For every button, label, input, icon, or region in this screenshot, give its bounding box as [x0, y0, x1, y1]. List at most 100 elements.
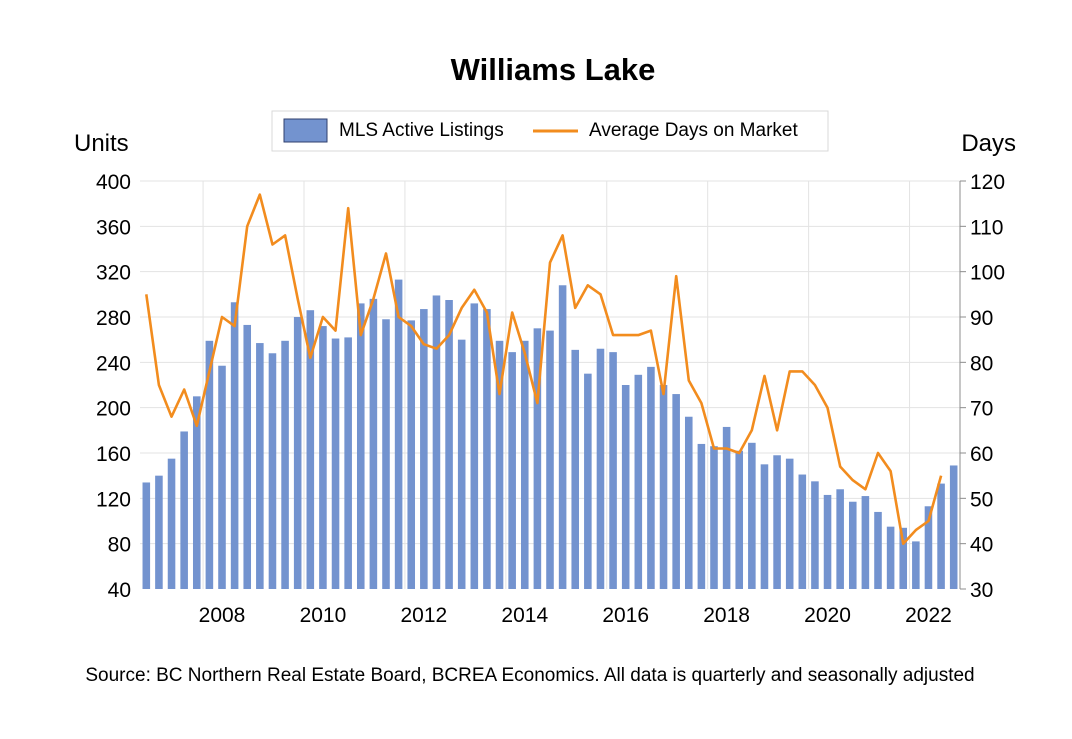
bar — [899, 527, 908, 589]
left-axis-title: Units — [74, 130, 129, 157]
bar — [672, 394, 680, 589]
bar — [571, 349, 580, 589]
bar — [394, 279, 403, 589]
right-axis-title: Days — [961, 130, 1016, 157]
bar — [760, 464, 769, 589]
left-tick-label: 80 — [108, 534, 131, 557]
bar — [243, 324, 252, 589]
bar — [836, 489, 844, 589]
bar — [268, 353, 277, 589]
right-tick-label: 90 — [970, 307, 993, 330]
right-tick-label: 100 — [970, 262, 1005, 285]
bar — [558, 285, 567, 589]
legend-bar-swatch — [283, 118, 328, 143]
bar — [382, 319, 390, 589]
bar — [546, 330, 554, 589]
left-tick-label: 160 — [96, 443, 131, 466]
bar — [773, 455, 781, 589]
bar — [344, 337, 352, 589]
x-tick-label: 2016 — [602, 604, 649, 627]
x-tick-label: 2018 — [703, 604, 750, 627]
bar — [735, 450, 744, 589]
bar — [659, 385, 668, 589]
right-tick-label: 40 — [970, 534, 993, 557]
bar — [293, 317, 302, 589]
bar — [356, 303, 365, 589]
line-series — [145, 193, 943, 546]
x-tick-label: 2012 — [400, 604, 447, 627]
bar — [319, 326, 327, 589]
bar — [848, 501, 857, 589]
right-tick-label: 70 — [970, 398, 993, 421]
bar — [155, 475, 163, 589]
bar — [874, 511, 882, 589]
x-tick-label: 2008 — [199, 604, 246, 627]
bar — [748, 442, 756, 589]
bar — [722, 426, 731, 589]
x-tick-label: 2020 — [804, 604, 851, 627]
legend-bar-label: MLS Active Listings — [339, 120, 504, 141]
chart-title: Williams Lake — [451, 52, 656, 87]
bar — [142, 482, 151, 589]
bar — [520, 340, 529, 589]
bar — [470, 303, 479, 589]
bar — [798, 474, 807, 589]
bar — [483, 309, 491, 589]
right-tick-label: 30 — [970, 579, 993, 602]
bar — [684, 416, 693, 589]
bar — [167, 458, 176, 589]
bar — [584, 373, 592, 589]
bar — [912, 541, 920, 589]
bar — [495, 340, 504, 589]
x-tick-label: 2022 — [905, 604, 952, 627]
left-tick-label: 320 — [96, 262, 131, 285]
bar-series — [142, 279, 958, 589]
left-tick-label: 280 — [96, 307, 131, 330]
bar — [192, 396, 201, 589]
bar — [823, 494, 832, 589]
legend-line-label: Average Days on Market — [589, 120, 798, 141]
line-path — [145, 193, 943, 546]
bar — [621, 385, 630, 589]
bar — [180, 431, 188, 589]
left-tick-label: 200 — [96, 398, 131, 421]
bar — [886, 526, 895, 589]
bar — [508, 352, 516, 589]
left-tick-label: 240 — [96, 352, 131, 375]
bar — [256, 343, 264, 589]
x-tick-label: 2010 — [300, 604, 347, 627]
bar — [331, 338, 340, 589]
bar — [710, 446, 718, 589]
bar — [369, 298, 378, 589]
bar — [432, 295, 441, 589]
right-tick-label: 80 — [970, 352, 993, 375]
right-tick-label: 120 — [970, 171, 1005, 194]
left-tick-label: 360 — [96, 216, 131, 239]
source-note: Source: BC Northern Real Estate Board, B… — [85, 665, 974, 686]
legend: MLS Active Listings Average Days on Mark… — [271, 110, 829, 152]
axes: 400 360 320 280 240 200 160 120 80 40 2008 2010 2012… — [96, 171, 1005, 627]
bar — [230, 302, 239, 589]
bar — [596, 348, 605, 589]
bar — [218, 365, 226, 589]
bar — [697, 443, 706, 589]
bar — [634, 374, 643, 589]
left-tick-label: 40 — [108, 579, 131, 602]
left-tick-label: 400 — [96, 171, 131, 194]
bar — [949, 465, 958, 589]
bar — [420, 309, 428, 589]
bar — [785, 458, 794, 589]
left-tick-label: 120 — [96, 488, 131, 511]
bar — [811, 481, 819, 589]
right-tick-label: 60 — [970, 443, 993, 466]
x-tick-label: 2014 — [501, 604, 548, 627]
right-tick-label: 50 — [970, 488, 993, 511]
bar — [924, 506, 933, 589]
bar — [609, 352, 617, 589]
bar — [306, 310, 315, 589]
bar — [407, 320, 416, 589]
bar — [281, 340, 289, 589]
bar — [647, 366, 655, 589]
bar — [457, 339, 466, 589]
